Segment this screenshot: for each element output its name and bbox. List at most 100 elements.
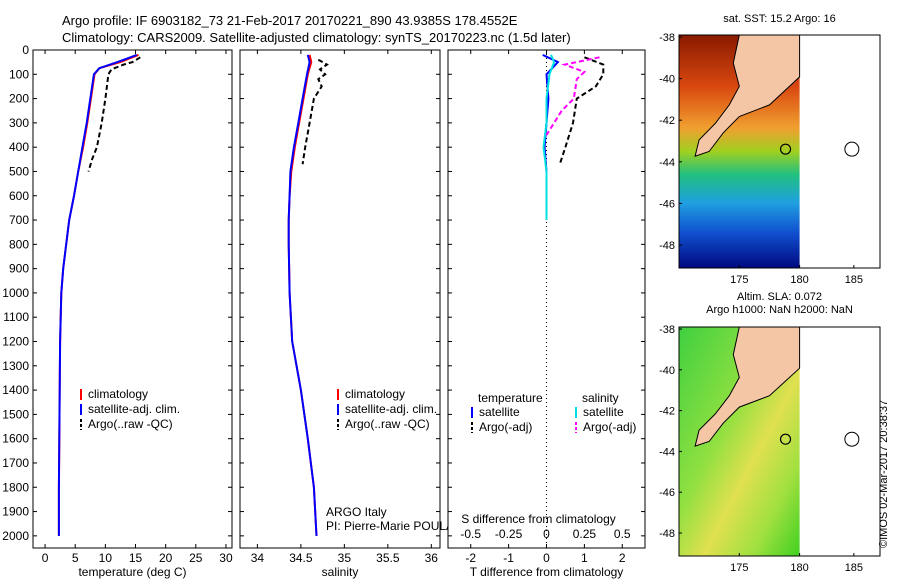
- legend-label: Argo(-adj): [479, 420, 532, 434]
- map-ytick-label: -38: [659, 32, 675, 44]
- series-line-s-satellite: [542, 54, 556, 220]
- ytick-label: 2000: [2, 529, 29, 543]
- axes-frame-salinity: [239, 49, 441, 549]
- map-xtick-label: 175: [730, 562, 748, 574]
- xtick-label: 25: [189, 551, 203, 565]
- map-ytick-label: -48: [659, 240, 675, 252]
- xtick-label: 10: [99, 551, 113, 565]
- ytick-label: 1400: [2, 383, 29, 397]
- ytick-label: 400: [9, 140, 29, 154]
- ytick-label: 0: [22, 43, 29, 57]
- xtick-label: 20: [159, 551, 173, 565]
- ytick-label: 500: [9, 164, 29, 178]
- ytick-label: 600: [9, 189, 29, 203]
- map-subtitle: Argo h1000: NaN h2000: NaN: [706, 304, 853, 316]
- ytick-label: 100: [9, 67, 29, 81]
- legend-title-salinity: salinity: [582, 391, 619, 405]
- legend-label: climatology: [88, 387, 148, 401]
- ytick-label: 1700: [2, 456, 29, 470]
- xtick-label: 35.5: [376, 551, 400, 565]
- map-ytick-label: -40: [659, 74, 675, 86]
- xtick-label: 2: [619, 551, 626, 565]
- xtick-label: -2: [465, 551, 476, 565]
- map-ytick-label: -40: [659, 365, 675, 377]
- axes-frame-temperature: [32, 49, 233, 549]
- xtick-label: 30: [219, 551, 233, 565]
- legend-label: satellite: [479, 405, 520, 419]
- xtick-top-label: 0.25: [573, 527, 597, 541]
- map-xtick-label: 185: [845, 274, 863, 286]
- xtick-label: 5: [72, 551, 79, 565]
- ytick-label: 1200: [2, 335, 29, 349]
- xtick-label: 0: [543, 551, 550, 565]
- legend-label: satellite-adj. clim.: [88, 402, 180, 416]
- xtick-top-label: -0.5: [460, 527, 481, 541]
- xtick-label: -1: [503, 551, 514, 565]
- xtick-top-label: 0: [543, 527, 550, 541]
- ytick-label: 1100: [3, 310, 29, 324]
- ytick-label: 1500: [2, 407, 29, 421]
- ytick-label: 200: [9, 92, 29, 106]
- panel-temperature: 0100200300400500600700800900100011001200…: [2, 43, 233, 579]
- series-line-satellite-adj-clim-: [287, 54, 318, 536]
- ytick-label: 800: [9, 237, 29, 251]
- land-mass: [694, 326, 801, 447]
- copyright-stamp: ©IMOS 02-Mar-2017 20:38:37: [878, 399, 890, 548]
- x-axis-label: temperature (deg C): [78, 565, 186, 579]
- xtick-label: 1: [581, 551, 588, 565]
- legend-label: satellite: [583, 405, 624, 419]
- series-line-t-argo-adj-: [558, 56, 605, 165]
- xtick-top-label: -0.25: [495, 527, 523, 541]
- map-title: Altim. SLA: 0.072: [737, 291, 822, 303]
- legend-label: Argo(-adj): [583, 420, 636, 434]
- land-mass: [694, 34, 801, 157]
- map-xtick-label: 185: [845, 562, 863, 574]
- x-axis-top-label: S difference from climatology: [461, 512, 616, 526]
- map-xtick-label: 180: [790, 274, 808, 286]
- ytick-label: 700: [9, 213, 29, 227]
- argo-location-marker: [779, 143, 792, 155]
- series-line-argo-raw-qc-: [87, 56, 141, 172]
- map-panel-sst-map: sat. SST: 15.2 Argo: 16 -38 -40 -42 -44 -46 -4…: [659, 13, 881, 286]
- panel-difference: -2 -1 0 1 2T difference from climatology -0.5…: [447, 49, 646, 579]
- map-xtick-label: 175: [730, 274, 748, 286]
- argo-location-marker: [779, 433, 792, 445]
- panel-salinity: 34 34.5 35 35.5 36 salinity climatologysatelli…: [239, 49, 466, 579]
- legend-title-temperature: temperature: [478, 391, 543, 405]
- legend-label: Argo(..raw -QC): [345, 417, 430, 431]
- xtick-top-label: 0.5: [614, 527, 631, 541]
- map-ytick-label: -44: [659, 157, 675, 169]
- ytick-label: 1900: [2, 505, 29, 519]
- xtick-label: 15: [129, 551, 143, 565]
- series-line-satellite-adj-clim-: [57, 53, 138, 536]
- map-ytick-label: -46: [659, 487, 675, 499]
- ytick-label: 1800: [2, 480, 29, 494]
- title-line2: Climatology: CARS2009. Satellite-adjuste…: [62, 30, 571, 45]
- map-ytick-label: -46: [659, 198, 675, 210]
- ytick-label: 900: [9, 262, 29, 276]
- map-ytick-label: -42: [659, 115, 675, 127]
- map-ytick-label: -42: [659, 406, 675, 418]
- map-xtick-label: 180: [790, 562, 808, 574]
- series-line-s-argo-adj-: [545, 56, 600, 136]
- xtick-label: 35: [338, 551, 352, 565]
- annotation-line: ARGO Italy: [326, 505, 387, 519]
- island-outline: [844, 141, 860, 157]
- xtick-label: 0: [42, 551, 49, 565]
- xtick-label: 34.5: [289, 551, 313, 565]
- map-ytick-label: -38: [659, 324, 675, 336]
- island-outline: [844, 431, 860, 447]
- legend-label: climatology: [345, 387, 405, 401]
- ytick-label: 1600: [2, 432, 29, 446]
- x-axis-label: T difference from climatology: [470, 565, 624, 579]
- map-ytick-label: -48: [659, 528, 675, 540]
- legend-label: satellite-adj. clim.: [345, 402, 437, 416]
- ytick-label: 300: [9, 116, 29, 130]
- xtick-label: 36: [425, 551, 439, 565]
- map-ytick-label: -44: [659, 446, 675, 458]
- map-title: sat. SST: 15.2 Argo: 16: [723, 13, 836, 25]
- x-axis-label: salinity: [322, 565, 359, 579]
- legend-label: Argo(..raw -QC): [88, 417, 173, 431]
